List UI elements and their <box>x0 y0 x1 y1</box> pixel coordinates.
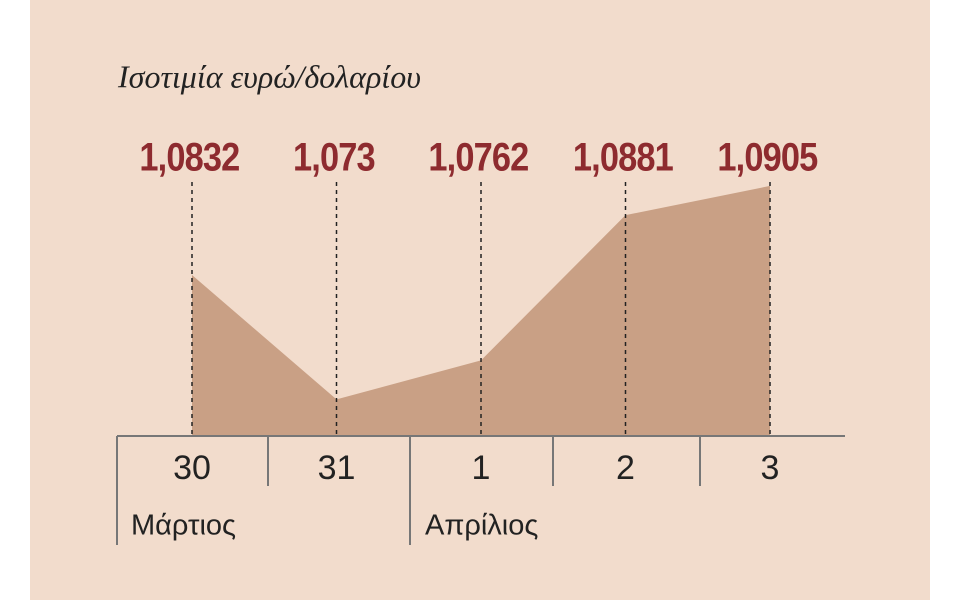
value-label: 1,0832 <box>139 134 239 179</box>
value-label: 1,073 <box>293 134 375 179</box>
chart-title: Ισοτιμία ευρώ/δολαρίου <box>117 58 421 94</box>
x-tick-label: 3 <box>761 449 780 487</box>
x-tick-label: 1 <box>472 449 491 487</box>
value-label: 1,0905 <box>717 134 817 179</box>
panel <box>30 0 930 600</box>
month-label: Μάρτιος <box>131 510 236 542</box>
month-label: Απρίλιος <box>425 510 538 542</box>
x-tick-label: 31 <box>318 449 356 487</box>
value-label: 1,0881 <box>573 134 673 179</box>
x-tick-label: 30 <box>173 449 211 487</box>
x-tick-label: 2 <box>616 449 635 487</box>
value-label: 1,0762 <box>428 134 528 179</box>
